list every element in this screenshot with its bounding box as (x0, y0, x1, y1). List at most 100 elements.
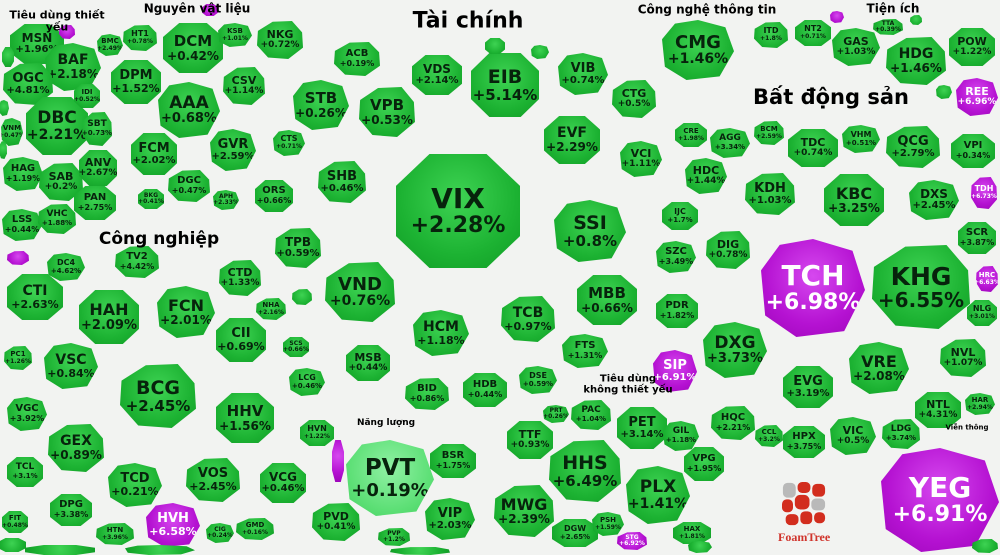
stock-cell-PET[interactable]: PET +3.14% (617, 407, 667, 449)
stock-cell-VSC[interactable]: VSC +0.84% (44, 343, 98, 389)
stock-cell-TCL[interactable]: TCL +3.1% (7, 457, 43, 487)
heatmap-fragment[interactable] (910, 15, 922, 25)
stock-cell-KSB[interactable]: KSB +1.01% (218, 23, 252, 47)
stock-cell-AGG[interactable]: AGG +3.34% (710, 128, 750, 158)
heatmap-fragment[interactable] (485, 38, 505, 54)
heatmap-fragment[interactable] (0, 538, 26, 552)
stock-cell-REE[interactable]: REE +6.96% (956, 78, 998, 116)
stock-cell-GAS[interactable]: GAS +1.03% (832, 28, 880, 66)
stock-cell-EIB[interactable]: EIB +5.14% (471, 53, 539, 117)
stock-cell-NLG[interactable]: NLG +3.01% (967, 300, 997, 326)
heatmap-fragment[interactable] (688, 541, 712, 553)
stock-cell-VIP[interactable]: VIP +2.03% (425, 498, 475, 540)
stock-cell-MWG[interactable]: MWG +2.39% (494, 485, 554, 537)
heatmap-fragment[interactable] (59, 25, 75, 39)
stock-cell-SHB[interactable]: SHB +0.46% (318, 161, 366, 203)
stock-cell-STB[interactable]: STB +0.26% (293, 80, 349, 130)
stock-cell-LSS[interactable]: LSS +0.44% (2, 209, 42, 241)
stock-cell-BMC[interactable]: BMC +2.49% (97, 34, 123, 56)
stock-cell-KDH[interactable]: KDH +1.03% (745, 173, 795, 215)
stock-cell-ORS[interactable]: ORS +0.66% (255, 180, 293, 212)
foamtree-logo[interactable]: FoamTree (778, 482, 830, 545)
stock-cell-HCM[interactable]: HCM +1.18% (413, 310, 469, 356)
stock-cell-CTG[interactable]: CTG +0.5% (612, 80, 656, 118)
sector-label[interactable]: Công nghiệp (98, 228, 220, 249)
stock-cell-VNM[interactable]: VNM+0.47% (1, 118, 23, 146)
stock-cell-POW[interactable]: POW +1.22% (949, 28, 995, 66)
sector-label[interactable]: Công nghệ thông tin (637, 2, 777, 17)
stock-cell-PAC[interactable]: PAC +1.04% (571, 400, 611, 430)
stock-cell-HHS[interactable]: HHS +6.49% (549, 440, 621, 502)
stock-cell-GEX[interactable]: GEX +0.89% (48, 424, 104, 472)
heatmap-fragment[interactable] (25, 545, 95, 555)
heatmap-fragment[interactable] (292, 289, 312, 305)
stock-cell-DBC[interactable]: DBC +2.21% (26, 97, 88, 155)
stock-cell-NT2[interactable]: NT2 +0.71% (795, 20, 831, 46)
stock-cell-DXG[interactable]: DXG +3.73% (703, 322, 767, 378)
stock-cell-STG[interactable]: STG +6.92% (617, 532, 647, 550)
stock-cell-HVN[interactable]: HVN +1.22% (300, 420, 334, 446)
stock-cell-DSE[interactable]: DSE +0.59% (519, 366, 557, 394)
heatmap-fragment[interactable] (202, 4, 218, 16)
heatmap-fragment[interactable] (531, 45, 549, 59)
stock-cell-DGW[interactable]: DGW +2.65% (552, 519, 598, 547)
stock-cell-DCM[interactable]: DCM +0.42% (163, 23, 223, 73)
heatmap-fragment[interactable] (0, 100, 9, 116)
stock-cell-CTS[interactable]: CTS +0.71% (273, 130, 305, 156)
stock-cell-EVF[interactable]: EVF +2.29% (544, 116, 600, 164)
stock-cell-MSN[interactable]: MSN +1.96% (10, 24, 64, 64)
stock-cell-DIG[interactable]: DIG +0.78% (706, 231, 750, 269)
stock-cell-TTF[interactable]: TTF +0.93% (507, 421, 553, 459)
stock-cell-HAG[interactable]: HAG +1.19% (3, 157, 43, 191)
stock-cell-VDS[interactable]: VDS +2.14% (412, 55, 462, 95)
stock-cell-IJC[interactable]: IJC +1.7% (662, 202, 698, 230)
stock-cell-PAN[interactable]: PAN +2.75% (74, 186, 116, 220)
stock-cell-NVL[interactable]: NVL +1.07% (940, 339, 986, 377)
stock-cell-AAA[interactable]: AAA +0.68% (158, 82, 220, 138)
stock-cell-TCB[interactable]: TCB +0.97% (501, 296, 555, 342)
stock-cell-DGC[interactable]: DGC +0.47% (168, 170, 210, 202)
heatmap-fragment[interactable] (2, 47, 14, 67)
stock-cell-DC4[interactable]: DC4 +4.62% (47, 253, 85, 281)
stock-cell-CSV[interactable]: CSV +1.14% (223, 67, 265, 105)
stock-cell-HAX[interactable]: HAX +1.81% (673, 522, 711, 544)
stock-cell-HQC[interactable]: HQC +2.21% (711, 406, 755, 440)
stock-cell-PVT[interactable]: PVT +0.19% (346, 440, 434, 516)
stock-cell-VHM[interactable]: VHM +0.51% (842, 125, 880, 153)
stock-cell-TDH[interactable]: TDH +6.73% (971, 177, 997, 209)
stock-cell-ANV[interactable]: ANV +2.67% (79, 150, 117, 186)
stock-cell-NHA[interactable]: NHA +2.16% (256, 298, 286, 320)
stock-cell-HAH[interactable]: HAH +2.09% (79, 290, 139, 344)
stock-cell-MBB[interactable]: MBB +0.66% (577, 275, 637, 325)
stock-cell-PRT[interactable]: PRT +0.26% (543, 405, 569, 423)
stock-cell-CII[interactable]: CII +0.69% (216, 318, 266, 362)
stock-cell-VCI[interactable]: VCI +1.11% (620, 141, 662, 177)
sector-label[interactable]: Tiêu dùng thiết yếu (9, 8, 105, 33)
stock-cell-VHC[interactable]: VHC +1.88% (38, 204, 76, 234)
stock-cell-FCM[interactable]: FCM +2.02% (131, 133, 177, 175)
stock-cell-HTN[interactable]: HTN +3.96% (96, 523, 134, 545)
stock-cell-VOS[interactable]: VOS +2.45% (186, 458, 240, 502)
stock-cell-CMG[interactable]: CMG +1.46% (662, 20, 734, 80)
stock-cell-SCS[interactable]: SCS +0.66% (283, 337, 309, 357)
stock-cell-BSR[interactable]: BSR +1.75% (430, 444, 476, 478)
stock-cell-BCG[interactable]: BCG +2.45% (120, 364, 196, 428)
stock-cell-KHG[interactable]: KHG +6.55% (872, 245, 970, 329)
heatmap-fragment[interactable] (936, 85, 952, 99)
stock-cell-HRC[interactable]: HRC+6.63% (976, 266, 998, 292)
stock-cell-MSB[interactable]: MSB +0.44% (346, 345, 390, 381)
stock-cell-SSI[interactable]: SSI +0.8% (554, 200, 626, 262)
stock-cell-PDR[interactable]: PDR +1.82% (656, 294, 698, 328)
stock-cell-VPB[interactable]: VPB +0.53% (359, 87, 415, 137)
stock-cell-VCG[interactable]: VCG +0.46% (260, 463, 306, 503)
stock-cell-SZC[interactable]: SZC +3.49% (656, 241, 696, 273)
sector-label[interactable]: Nguyên vật liệu (143, 1, 251, 16)
heatmap-fragment[interactable] (0, 141, 7, 159)
stock-cell-DPG[interactable]: DPG +3.38% (50, 494, 92, 526)
stock-cell-GMD[interactable]: GMD +0.16% (236, 518, 274, 540)
stock-cell-SIP[interactable]: SIP +6.91% (653, 350, 697, 392)
stock-cell-FIT[interactable]: FIT +0.48% (2, 511, 28, 533)
stock-cell-BKG[interactable]: BKG +0.41% (138, 189, 164, 209)
stock-cell-VPG[interactable]: VPG +1.95% (684, 447, 724, 481)
sector-label[interactable]: Bất động sản (753, 84, 909, 109)
